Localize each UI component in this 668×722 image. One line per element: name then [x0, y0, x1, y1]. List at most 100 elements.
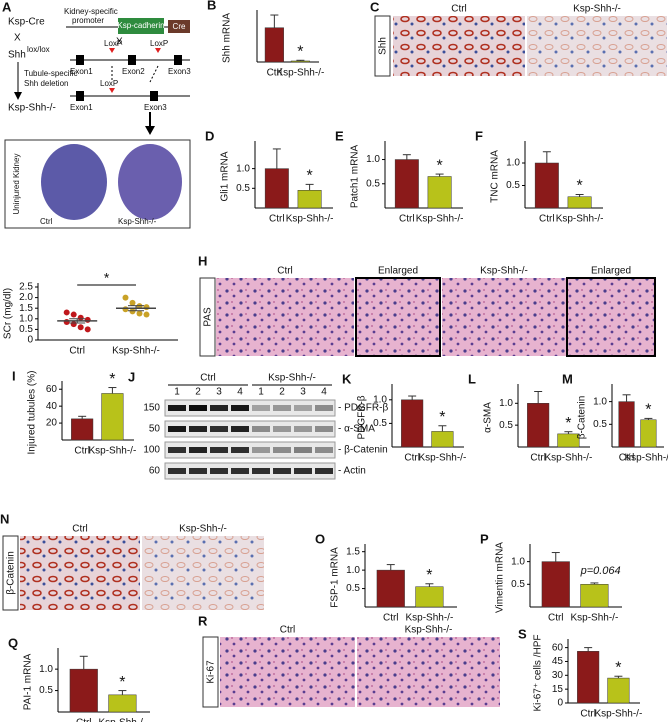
recomb [149, 65, 159, 83]
y-tick-label: 0.5 [19, 324, 33, 335]
point [122, 306, 129, 313]
y-tick-label: 15 [552, 684, 564, 695]
annotation: * [109, 371, 115, 388]
panel-letter: H [198, 253, 207, 268]
exon [174, 55, 182, 65]
side-label-box [374, 15, 391, 77]
label: Kidney-specific [64, 7, 118, 16]
x-tick-label: Ksp-Shh-/- [595, 709, 643, 720]
band [294, 405, 312, 411]
x-tick-label: Ctrl [76, 718, 92, 722]
panel-letter: P [480, 531, 489, 546]
panel-letter: N [0, 511, 9, 526]
panel-letter: M [562, 371, 573, 386]
annotation: * [436, 157, 442, 174]
bar [297, 190, 322, 209]
label: Exon3 [144, 103, 167, 112]
y-tick-label: 0 [27, 335, 33, 346]
annotation: * [119, 674, 125, 691]
point [63, 318, 70, 325]
label: 1 [174, 387, 180, 398]
label: X [14, 33, 21, 44]
point [77, 324, 84, 331]
x-tick-label: Ksp-Shh-/- [286, 214, 334, 225]
label: Cre [173, 22, 186, 31]
x-tick-label: Ctrl [619, 453, 635, 464]
band [273, 447, 291, 453]
x-tick-label: Ksp-Shh-/- [89, 446, 137, 457]
point [129, 299, 136, 306]
x-tick-label: Ctrl [267, 68, 283, 79]
point [70, 311, 77, 318]
column-header: Ksp-Shh-/- [179, 524, 227, 535]
label: Exon3 [168, 67, 191, 76]
bar [618, 401, 635, 448]
x-tick-label: Ctrl [530, 453, 546, 464]
band [189, 426, 207, 432]
x-tick-label: Ksp-Shh-/- [416, 214, 464, 225]
y-tick-label: 0.5 [506, 180, 520, 191]
band [189, 468, 207, 474]
bar [534, 162, 559, 209]
label: Ksp-cadherin [117, 21, 164, 30]
label: - Actin [338, 466, 366, 477]
y-tick-label: 1.0 [499, 398, 513, 409]
label: Ksp-Cre [8, 17, 45, 28]
y-tick-label: 45 [552, 656, 564, 667]
bar [401, 399, 424, 448]
micrograph [142, 536, 264, 610]
point [136, 310, 143, 317]
label: promoter [72, 16, 104, 25]
band [252, 447, 270, 453]
label: Exon2 [122, 67, 145, 76]
label: 3 [216, 387, 222, 398]
exon [150, 91, 158, 101]
panel-letter: E [335, 128, 344, 143]
micrograph [216, 278, 354, 356]
bar [527, 403, 550, 448]
band [315, 447, 333, 453]
bar [69, 668, 98, 713]
annotation: * [297, 44, 303, 61]
x-tick-label: Ksp-Shh-/- [406, 613, 454, 624]
micrograph [355, 277, 441, 357]
micrograph [357, 637, 500, 707]
y-tick-label: 0.5 [346, 583, 360, 594]
blot-strip [164, 462, 336, 480]
bar [264, 27, 284, 63]
column-header: Ctrl [280, 625, 296, 636]
band [294, 447, 312, 453]
panel-letter: R [198, 613, 208, 628]
label: - α-SMA [338, 424, 375, 435]
arrow-head [145, 126, 155, 135]
x-tick-label: Ctrl [404, 453, 420, 464]
label: Ksp-Shh-/- [8, 103, 56, 114]
point [143, 304, 150, 311]
bar [108, 694, 137, 713]
band [252, 426, 270, 432]
point [70, 321, 77, 328]
micrograph [20, 536, 140, 610]
arrow-head [14, 92, 22, 100]
bar [640, 419, 657, 448]
band [315, 468, 333, 474]
label: Ki-67 [206, 660, 217, 684]
point [143, 311, 150, 318]
y-axis-label: Ki-67⁺ cells /HPF [533, 635, 544, 712]
panel-letter: F [475, 128, 483, 143]
label: Shh [378, 37, 389, 55]
band [210, 426, 228, 432]
column-header: Ksp-Shh-/- [405, 625, 453, 636]
y-tick-label: 0.5 [366, 178, 380, 189]
panel-letter: B [207, 0, 216, 12]
annotation: * [306, 168, 312, 185]
promoter-box [118, 18, 164, 34]
bar [101, 393, 124, 441]
y-tick-label: 30 [552, 670, 564, 681]
column-header: Enlarged [591, 266, 631, 277]
blot-strip [164, 420, 336, 438]
panel-letter: A [2, 0, 12, 14]
side-label-box [199, 277, 216, 357]
label: LoxP [104, 39, 122, 48]
y-tick-label: 0.5 [499, 420, 513, 431]
